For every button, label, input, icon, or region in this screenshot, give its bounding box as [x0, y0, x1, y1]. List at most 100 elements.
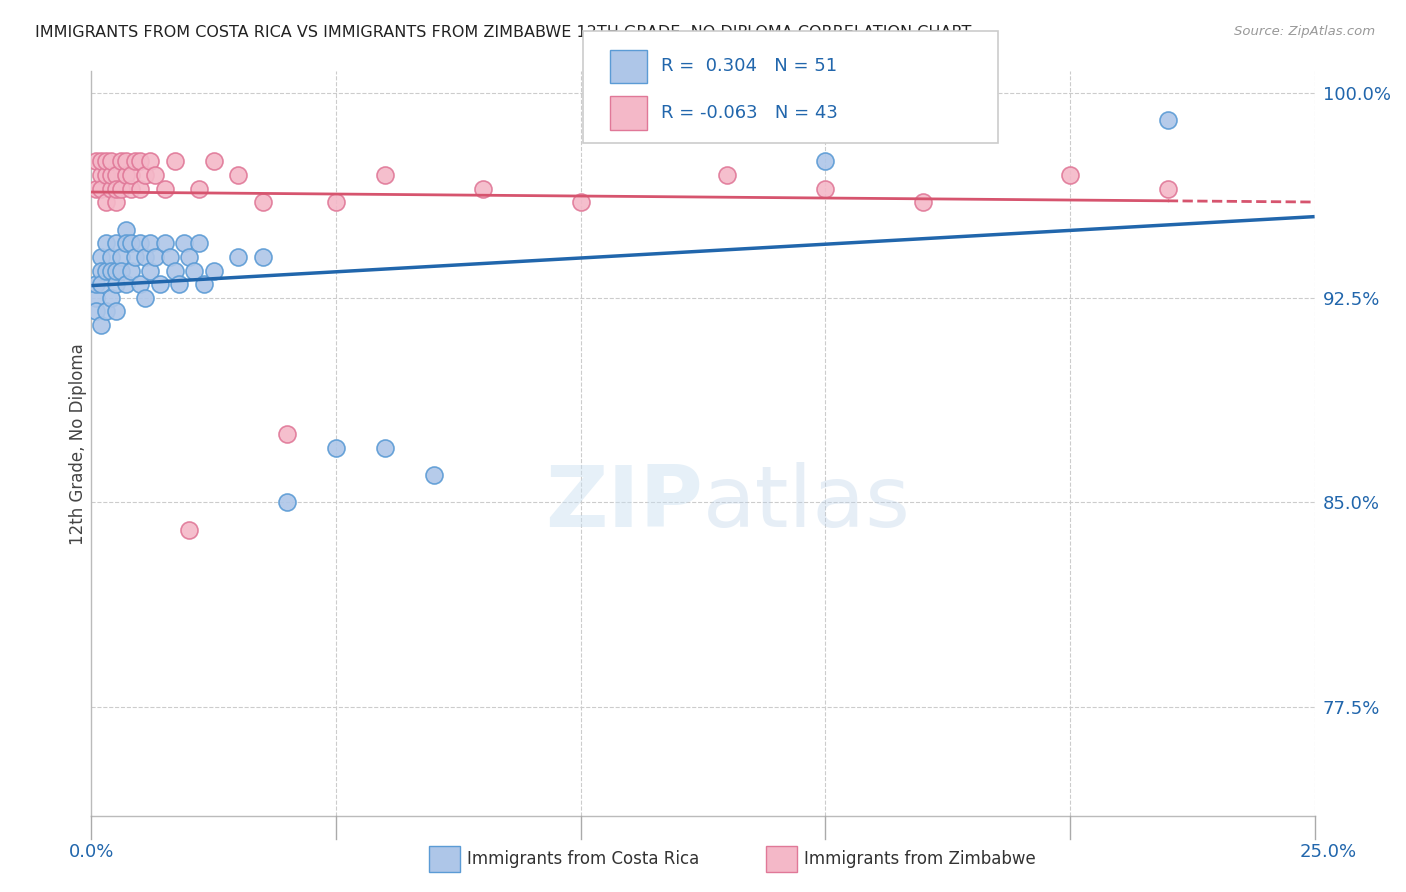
Point: [252, 250, 274, 264]
Point: [814, 182, 837, 196]
Point: [84, 291, 107, 305]
Point: [153, 236, 176, 251]
Point: [120, 182, 142, 196]
Point: [100, 182, 122, 196]
Point: [114, 154, 136, 169]
Point: [143, 168, 166, 182]
Point: [84, 154, 107, 169]
Point: [202, 263, 225, 277]
Point: [84, 182, 107, 196]
Point: [129, 277, 152, 292]
Point: [120, 263, 142, 277]
Point: [104, 304, 127, 318]
Point: [134, 291, 156, 305]
Point: [134, 250, 156, 264]
Point: [84, 304, 107, 318]
Point: [188, 182, 211, 196]
Point: [90, 250, 112, 264]
Point: [129, 182, 152, 196]
Point: [226, 250, 249, 264]
Point: [104, 195, 127, 210]
Point: [814, 154, 837, 169]
Point: [153, 182, 176, 196]
Point: [104, 277, 127, 292]
Point: [149, 277, 172, 292]
Point: [139, 154, 162, 169]
Point: [100, 291, 122, 305]
Point: [104, 168, 127, 182]
Point: [84, 277, 107, 292]
Point: [276, 427, 298, 442]
Point: [226, 168, 249, 182]
Point: [134, 168, 156, 182]
Point: [912, 195, 935, 210]
Text: 25.0%: 25.0%: [1301, 843, 1357, 861]
Text: Immigrants from Costa Rica: Immigrants from Costa Rica: [467, 850, 699, 868]
Point: [100, 250, 122, 264]
Point: [90, 168, 112, 182]
Point: [114, 168, 136, 182]
Point: [129, 154, 152, 169]
Text: IMMIGRANTS FROM COSTA RICA VS IMMIGRANTS FROM ZIMBABWE 12TH GRADE, NO DIPLOMA CO: IMMIGRANTS FROM COSTA RICA VS IMMIGRANTS…: [35, 25, 972, 40]
Point: [104, 263, 127, 277]
Text: R =  0.304   N = 51: R = 0.304 N = 51: [661, 57, 837, 76]
Point: [114, 222, 136, 236]
Point: [716, 168, 738, 182]
Point: [110, 154, 132, 169]
Point: [124, 250, 146, 264]
Point: [94, 168, 117, 182]
Point: [139, 236, 162, 251]
Point: [179, 250, 201, 264]
Point: [202, 154, 225, 169]
Point: [169, 277, 191, 292]
Point: [159, 250, 181, 264]
Point: [94, 304, 117, 318]
Point: [110, 263, 132, 277]
Point: [325, 195, 347, 210]
Point: [188, 236, 211, 251]
Text: Immigrants from Zimbabwe: Immigrants from Zimbabwe: [804, 850, 1036, 868]
Point: [163, 263, 186, 277]
Point: [139, 263, 162, 277]
Point: [1157, 182, 1180, 196]
Point: [90, 182, 112, 196]
Point: [90, 277, 112, 292]
Point: [94, 195, 117, 210]
Point: [94, 236, 117, 251]
Point: [1059, 168, 1081, 182]
Point: [179, 523, 201, 537]
Point: [120, 168, 142, 182]
Point: [569, 195, 592, 210]
Point: [252, 195, 274, 210]
Point: [90, 154, 112, 169]
Point: [325, 441, 347, 455]
Text: atlas: atlas: [703, 462, 911, 545]
Text: R = -0.063   N = 43: R = -0.063 N = 43: [661, 103, 838, 121]
Point: [94, 263, 117, 277]
Y-axis label: 12th Grade, No Diploma: 12th Grade, No Diploma: [69, 343, 87, 545]
Point: [120, 236, 142, 251]
Point: [90, 263, 112, 277]
Point: [100, 154, 122, 169]
Point: [104, 236, 127, 251]
Point: [276, 495, 298, 509]
Point: [471, 182, 494, 196]
Point: [183, 263, 205, 277]
Point: [423, 468, 446, 483]
Point: [110, 182, 132, 196]
Point: [94, 154, 117, 169]
Point: [104, 182, 127, 196]
Point: [129, 236, 152, 251]
Point: [143, 250, 166, 264]
Point: [114, 277, 136, 292]
Point: [374, 168, 396, 182]
Point: [90, 318, 112, 332]
Point: [1157, 113, 1180, 128]
Point: [100, 168, 122, 182]
Text: Source: ZipAtlas.com: Source: ZipAtlas.com: [1234, 25, 1375, 38]
Text: ZIP: ZIP: [546, 462, 703, 545]
Text: 0.0%: 0.0%: [69, 843, 114, 861]
Point: [163, 154, 186, 169]
Point: [173, 236, 195, 251]
Point: [100, 263, 122, 277]
